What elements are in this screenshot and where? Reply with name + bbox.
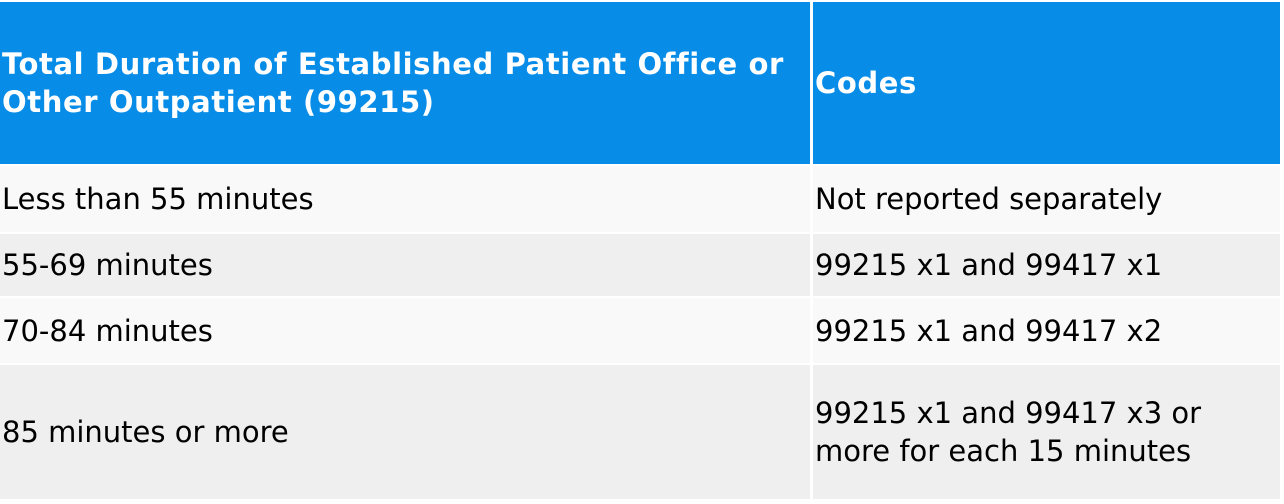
duration-cell: 70-84 minutes <box>0 298 813 365</box>
duration-cell: Less than 55 minutes <box>0 166 813 234</box>
duration-cell: 85 minutes or more <box>0 365 813 501</box>
table-row: 70-84 minutes 99215 x1 and 99417 x2 <box>0 298 1280 365</box>
header-duration: Total Duration of Established Patient Of… <box>0 2 813 166</box>
codes-cell: Not reported separately <box>813 166 1280 234</box>
codes-cell: 99215 x1 and 99417 x2 <box>813 298 1280 365</box>
header-row: Total Duration of Established Patient Of… <box>0 2 1280 166</box>
header-codes: Codes <box>813 2 1280 166</box>
table-row: 85 minutes or more 99215 x1 and 99417 x3… <box>0 365 1280 501</box>
codes-cell: 99215 x1 and 99417 x3 or more for each 1… <box>813 365 1280 501</box>
duration-cell: 55-69 minutes <box>0 234 813 298</box>
codes-cell: 99215 x1 and 99417 x1 <box>813 234 1280 298</box>
table-row: Less than 55 minutes Not reported separa… <box>0 166 1280 234</box>
table-row: 55-69 minutes 99215 x1 and 99417 x1 <box>0 234 1280 298</box>
